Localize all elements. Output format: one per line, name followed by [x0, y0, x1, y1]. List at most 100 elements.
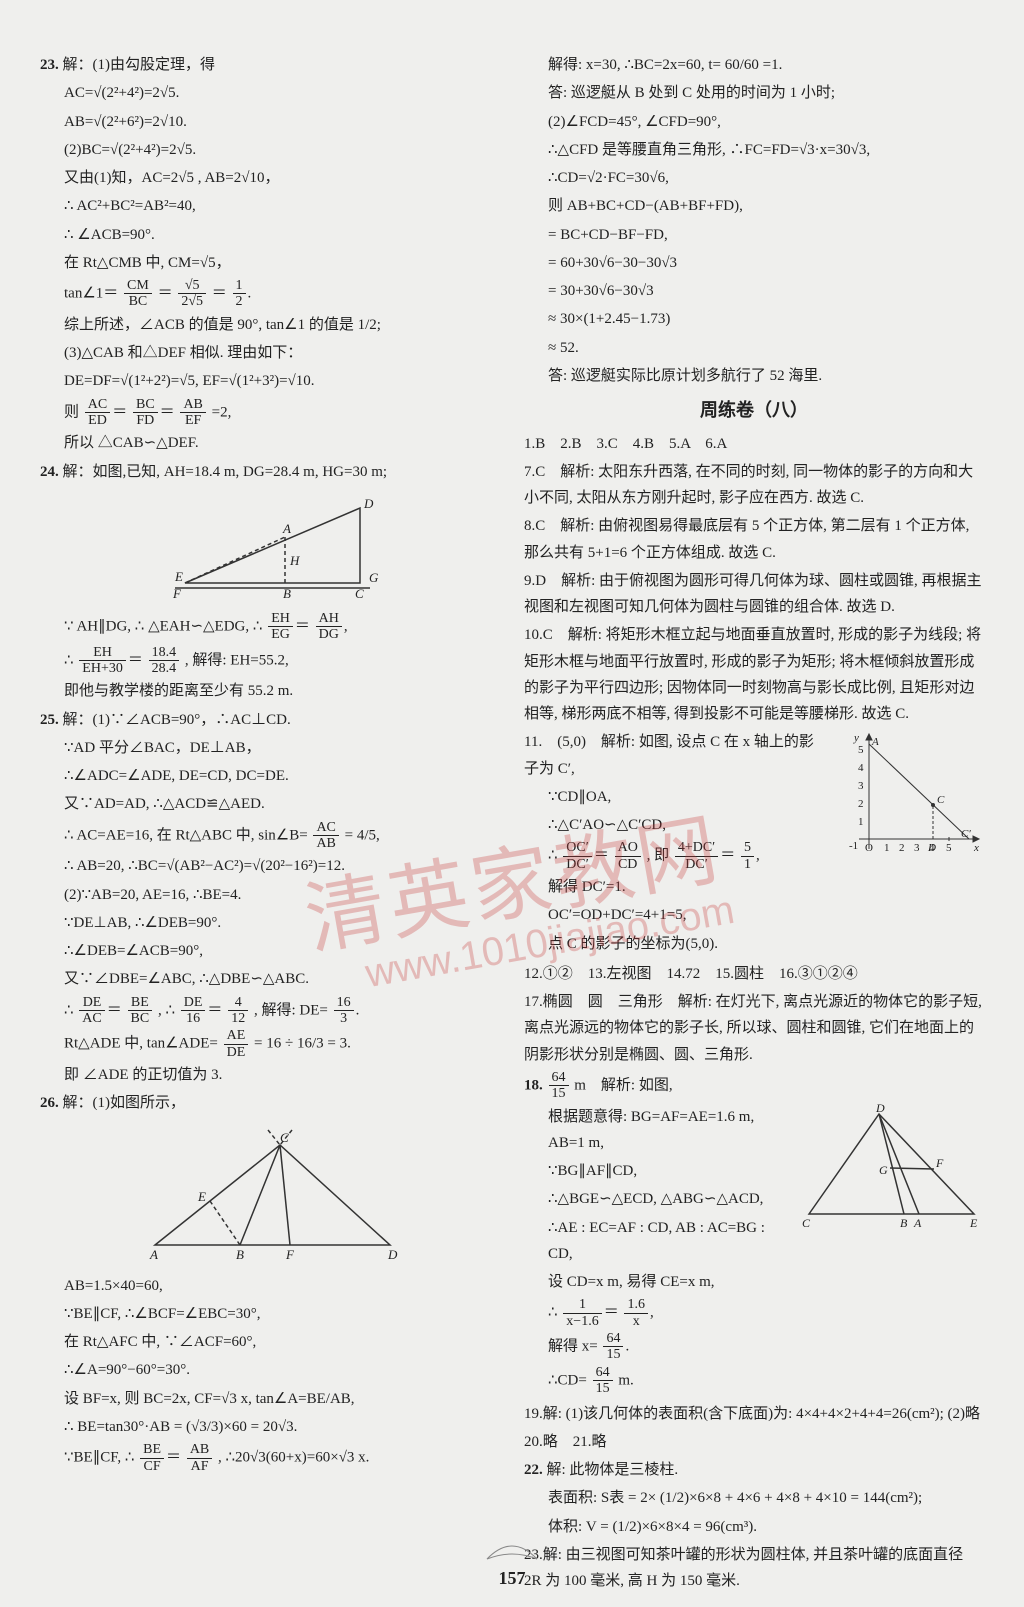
q11-l4: 解得 DC′=1.	[524, 874, 984, 900]
q23-lead: 解：(1)由勾股定理，得	[63, 57, 216, 73]
q23-l1: AC=√(2²+4²)=2√5.	[40, 80, 500, 106]
rc-l11: ≈ 52.	[524, 335, 984, 361]
text: 解得 x=	[548, 1338, 598, 1354]
q26-l7: ∵BE∥CF, ∴ BECF＝ ABAF , ∴20√3(60+x)=60×√3…	[40, 1442, 500, 1474]
frac-den: 16	[181, 1011, 206, 1026]
frac-num: 64	[549, 1070, 569, 1086]
q18-l6: ∴ 1x−1.6＝ 1.6x,	[524, 1297, 984, 1329]
right-column: 解得: x=30, ∴BC=2x=60, t= 60/60 =1. 答: 巡逻艇…	[524, 50, 984, 1530]
q23-label: 23.	[40, 57, 59, 73]
q24-lead: 解：如图,已知, AH=18.4 m, DG=28.4 m, HG=30 m;	[63, 464, 388, 480]
frac-num: EH	[79, 645, 126, 661]
q18-label: 18.	[524, 1077, 543, 1093]
q26-l6: ∴ BE=tan30°·AB = (√3/3)×60 = 20√3.	[40, 1414, 500, 1440]
frac-num: CM	[124, 278, 152, 294]
rc-l1: 解得: x=30, ∴BC=2x=60, t= 60/60 =1.	[524, 52, 984, 78]
text: = 4/5,	[345, 827, 380, 843]
q25-l8: ∴∠DEB=∠ACB=90°,	[40, 938, 500, 964]
frac-den: AF	[187, 1459, 212, 1474]
frac-den: CF	[140, 1459, 164, 1474]
section-title: 周练卷（八）	[524, 395, 984, 427]
text: , 解得: DE=	[254, 1002, 328, 1018]
frac-den: x	[624, 1314, 648, 1329]
rc-l4: ∴△CFD 是等腰直角三角形, ∴FC=FD=√3·x=30√3,	[524, 137, 984, 163]
frac-num: 4	[228, 995, 248, 1011]
frac-den: ED	[85, 413, 110, 428]
fig-label: A	[149, 1247, 158, 1262]
q25-l4: ∴ AC=AE=16, 在 Rt△ABC 中, sin∠B= ACAB = 4/…	[40, 820, 500, 852]
triangle-figure-24: A B C D E F G H	[155, 493, 385, 603]
frac-num: AB	[180, 397, 205, 413]
text: m 解析: 如图,	[574, 1077, 672, 1093]
fig-label: D	[875, 1104, 885, 1115]
q23-l11: DE=DF=√(1²+2²)=√5, EF=√(1²+3²)=√10.	[40, 368, 500, 394]
fig-label: D	[387, 1247, 398, 1262]
q12-16: 12.①② 13.左视图 14.72 15.圆柱 16.③①②④	[524, 961, 984, 987]
svg-text:y: y	[853, 732, 859, 744]
fig-label: F	[172, 586, 182, 601]
q25-l3: 又∵AD=AD, ∴△ACD≌△AED.	[40, 791, 500, 817]
page-ornament-icon	[482, 1541, 542, 1563]
q25-l5: ∴ AB=20, ∴BC=√(AB²−AC²)=√(20²−16²)=12.	[40, 853, 500, 879]
page: 清英家教网 www.1010jiajiao.com 23. 解：(1)由勾股定理…	[0, 0, 1024, 1607]
q22-l1: 表面积: S表 = 2× (1/2)×6×8 + 4×6 + 4×8 + 4×1…	[524, 1485, 984, 1511]
frac-den: DC′	[675, 857, 718, 872]
text: ∴ AC=AE=16, 在 Rt△ABC 中, sin∠B=	[64, 827, 308, 843]
frac-num: 1.6	[624, 1297, 648, 1313]
fig-label: G	[369, 570, 379, 585]
frac-num: AE	[224, 1028, 249, 1044]
fig-label: F	[285, 1247, 295, 1262]
fig-label: F	[935, 1156, 944, 1170]
q23-l8-pre: tan∠1＝	[64, 285, 118, 301]
frac-den: DG	[316, 627, 342, 642]
triangle-figure-26: A B C D E F	[130, 1125, 410, 1265]
q20-21: 20.略 21.略	[524, 1429, 984, 1455]
frac-num: 4+DC′	[675, 840, 718, 856]
fig-label: B	[283, 586, 291, 601]
text: m.	[618, 1372, 633, 1388]
frac-den: FD	[133, 413, 158, 428]
q24-header: 24. 解：如图,已知, AH=18.4 m, DG=28.4 m, HG=30…	[40, 459, 500, 485]
q26-l2: ∵BE∥CF, ∴∠BCF=∠EBC=30°,	[40, 1301, 500, 1327]
triangle-figure-18: A B C D E F G	[784, 1104, 984, 1229]
text: ∴	[548, 1305, 561, 1321]
text: ∴CD=	[548, 1372, 587, 1388]
q8: 8.C 解析: 由俯视图易得最底层有 5 个正方体, 第二层有 1 个正方体, …	[524, 513, 984, 566]
frac-num: 64	[593, 1365, 613, 1381]
answers-1-6: 1.B 2.B 3.C 4.B 5.A 6.A	[524, 431, 984, 457]
rc-l6: 则 AB+BC+CD−(AB+BF+FD),	[524, 193, 984, 219]
svg-text:x: x	[973, 842, 979, 854]
frac-den: AC	[79, 1011, 104, 1026]
q23-l6: ∴ ∠ACB=90°.	[40, 222, 500, 248]
q23-l12: 则 ACED＝ BCFD＝ ABEF =2,	[40, 397, 500, 429]
q25-l11: Rt△ADE 中, tan∠ADE= AEDE = 16 ÷ 16/3 = 3.	[40, 1028, 500, 1060]
frac-num: AH	[316, 611, 342, 627]
frac-num: 5	[741, 840, 754, 856]
text: ∴	[548, 848, 558, 864]
q23-l10: (3)△CAB 和△DEF 相似. 理由如下：	[40, 340, 500, 366]
fig-label: C	[937, 794, 945, 806]
frac-den: 1	[741, 857, 754, 872]
rc-l2: 答: 巡逻艇从 B 处到 C 处用的时间为 1 小时;	[524, 80, 984, 106]
q17: 17.椭圆 圆 三角形 解析: 在灯光下, 离点光源近的物体它的影子短, 离点光…	[524, 989, 984, 1068]
q18-l8: ∴CD= 6415 m.	[524, 1365, 984, 1397]
q25-label: 25.	[40, 712, 59, 728]
q18-l5: 设 CD=x m, 易得 CE=x m,	[524, 1269, 984, 1295]
frac-num: 18.4	[149, 645, 180, 661]
text: 则	[64, 404, 79, 420]
frac-den: DE	[224, 1045, 249, 1060]
frac-num: AB	[187, 1442, 212, 1458]
q24-l1: ∵ AH∥DG, ∴ △EAH∽△EDG, ∴ EHEG＝ AHDG,	[40, 611, 500, 643]
q26-l4: ∴∠A=90°−60°=30°.	[40, 1357, 500, 1383]
page-number: 157	[0, 1568, 1024, 1589]
svg-text:1: 1	[858, 816, 864, 828]
frac-den: AB	[313, 836, 338, 851]
text: Rt△ADE 中, tan∠ADE=	[64, 1036, 218, 1052]
text: , 即	[647, 848, 670, 864]
frac-den: 2√5	[178, 294, 206, 309]
q23-l9: 综上所述，∠ACB 的值是 90°, tan∠1 的值是 1/2;	[40, 312, 500, 338]
svg-text:-1: -1	[849, 840, 858, 852]
q10: 10.C 解析: 将矩形木框立起与地面垂直放置时, 形成的影子为线段; 将矩形木…	[524, 622, 984, 727]
q25-lead: 解：(1)∵∠ACB=90°，∴AC⊥CD.	[63, 712, 291, 728]
two-column-layout: 23. 解：(1)由勾股定理，得 AC=√(2²+4²)=2√5. AB=√(2…	[40, 50, 984, 1530]
